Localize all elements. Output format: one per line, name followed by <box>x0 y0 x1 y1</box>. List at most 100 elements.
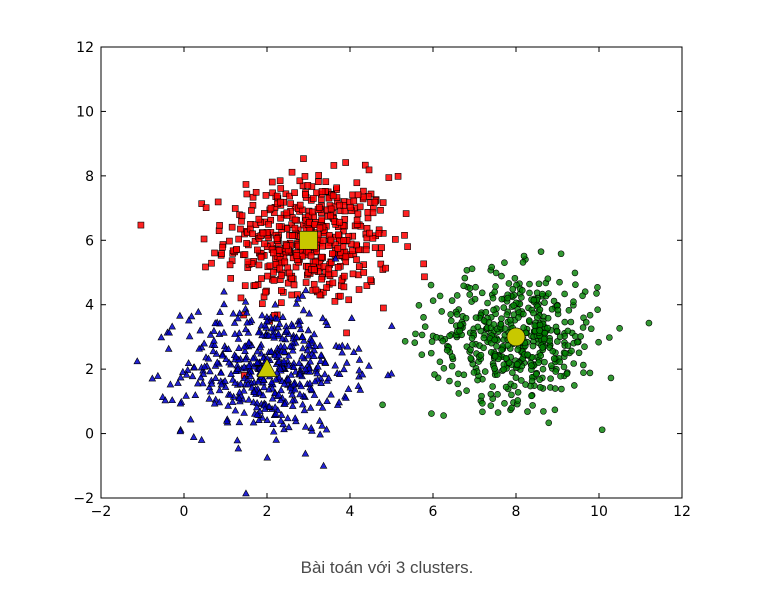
data-point-circle <box>571 332 579 340</box>
data-point-square <box>334 245 342 252</box>
data-point-circle <box>481 368 489 375</box>
data-point-circle <box>421 323 429 331</box>
data-point-triangle <box>269 331 278 339</box>
data-point-square <box>287 200 294 207</box>
data-point-square <box>341 207 349 215</box>
data-point-triangle <box>197 373 205 381</box>
data-point-square <box>270 277 278 284</box>
data-point-triangle <box>307 423 316 431</box>
data-point-triangle <box>255 388 264 396</box>
data-point-triangle <box>302 286 310 294</box>
centroid-markers <box>256 230 526 378</box>
data-point-circle <box>535 359 542 366</box>
data-point-square <box>286 192 293 200</box>
y-tick-label: −2 <box>73 491 94 507</box>
data-point-circle <box>379 401 386 409</box>
data-point-circle <box>557 250 565 258</box>
data-point-square <box>278 272 285 279</box>
data-point-triangle <box>275 357 283 365</box>
centroid-triangle <box>256 358 278 378</box>
data-point-circle <box>428 410 435 417</box>
data-point-triangle <box>265 385 273 393</box>
data-point-square <box>301 173 309 180</box>
data-point-triangle <box>301 449 310 457</box>
data-point-triangle <box>319 461 328 469</box>
data-point-square <box>291 216 299 224</box>
data-point-circle <box>645 319 653 327</box>
x-tick-label: 6 <box>429 504 438 520</box>
data-point-triangle <box>316 430 324 438</box>
data-point-square <box>349 270 357 278</box>
data-point-square <box>342 159 349 166</box>
data-point-square <box>318 188 326 195</box>
data-point-triangle <box>288 390 297 398</box>
data-point-circle <box>462 314 470 322</box>
data-point-square <box>277 185 285 192</box>
data-point-triangle <box>209 347 218 355</box>
data-point-triangle <box>191 391 200 399</box>
data-point-circle <box>540 335 548 343</box>
data-point-triangle <box>235 388 244 396</box>
data-point-triangle <box>235 344 243 351</box>
x-tick-label: 2 <box>263 504 272 520</box>
data-point-circle <box>440 412 447 419</box>
data-point-square <box>309 208 316 216</box>
y-tick-label: 10 <box>76 104 94 120</box>
data-point-square <box>327 236 335 244</box>
y-tick-label: 12 <box>76 40 94 56</box>
data-point-square <box>258 275 265 282</box>
data-point-triangle <box>304 326 313 334</box>
data-point-triangle <box>313 369 321 377</box>
data-point-square <box>325 265 333 273</box>
data-point-triangle <box>254 328 263 336</box>
data-point-triangle <box>269 420 277 427</box>
data-point-triangle <box>248 383 256 391</box>
data-point-circle <box>438 308 446 315</box>
data-point-circle <box>439 337 447 345</box>
data-point-circle <box>552 368 560 375</box>
data-point-square <box>318 275 325 283</box>
data-point-triangle <box>230 318 239 326</box>
data-point-circle <box>616 324 623 332</box>
data-point-triangle <box>244 380 252 388</box>
data-point-circle <box>478 289 486 297</box>
data-point-triangle <box>310 330 318 338</box>
data-point-square <box>330 162 338 169</box>
data-point-triangle <box>271 300 280 308</box>
data-point-circle <box>456 327 463 335</box>
data-point-square <box>286 269 293 277</box>
data-point-circle <box>536 376 543 383</box>
data-point-square <box>243 240 250 247</box>
data-point-circle <box>520 324 527 331</box>
data-point-circle <box>607 374 615 382</box>
data-point-square <box>369 234 377 242</box>
data-point-circle <box>580 369 587 377</box>
data-point-square <box>276 177 284 185</box>
data-point-circle <box>536 321 544 329</box>
data-point-circle <box>474 323 482 331</box>
data-point-square <box>365 166 373 174</box>
data-point-circle <box>511 274 519 282</box>
data-point-triangle <box>321 358 330 366</box>
data-point-square <box>310 266 318 273</box>
data-point-circle <box>510 302 518 309</box>
data-point-circle <box>498 272 505 280</box>
data-point-circle <box>498 346 505 354</box>
data-point-triangle <box>289 322 297 330</box>
data-point-square <box>335 231 342 239</box>
data-point-square <box>235 235 243 243</box>
data-point-triangle <box>259 391 267 399</box>
data-point-circle <box>524 351 531 358</box>
data-point-triangle <box>232 352 240 360</box>
data-point-circle <box>575 349 583 357</box>
data-point-square <box>291 224 299 232</box>
data-point-triangle <box>244 338 253 346</box>
data-point-square <box>273 235 281 243</box>
x-tick-label: 0 <box>180 504 189 520</box>
data-point-triangle <box>210 341 219 349</box>
data-point-triangle <box>295 320 304 328</box>
data-point-square <box>241 251 249 258</box>
data-point-circle <box>508 391 515 399</box>
x-tick-label: 12 <box>673 504 691 520</box>
data-point-circle <box>558 385 565 393</box>
